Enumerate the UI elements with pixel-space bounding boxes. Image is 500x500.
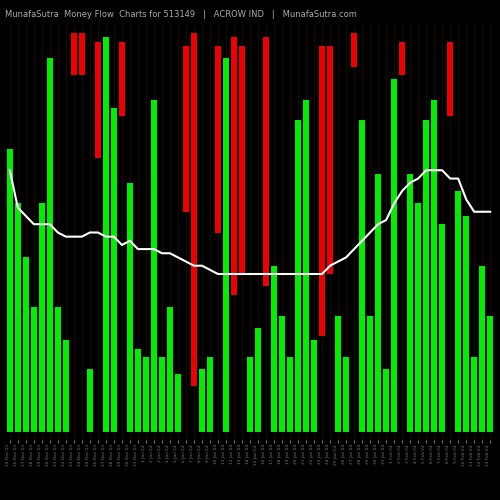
Bar [151, 100, 157, 431]
Bar [375, 174, 381, 432]
Bar [127, 182, 133, 432]
Bar [23, 258, 28, 432]
Bar [55, 307, 60, 432]
Bar [79, 34, 84, 75]
Bar [367, 316, 373, 432]
Bar [199, 370, 205, 432]
Bar [359, 120, 365, 432]
Bar [287, 357, 293, 432]
Bar [271, 266, 277, 432]
Bar [279, 316, 285, 432]
Bar [480, 266, 485, 432]
Bar [303, 100, 309, 431]
Bar [456, 191, 461, 432]
Bar [191, 34, 197, 386]
Bar [111, 108, 117, 432]
Bar [343, 357, 349, 432]
Bar [223, 58, 229, 432]
Bar [207, 357, 213, 432]
Bar [7, 150, 12, 432]
Bar [472, 357, 477, 432]
Bar [319, 46, 325, 336]
Bar [399, 42, 405, 75]
Bar [143, 357, 149, 432]
Bar [311, 340, 317, 432]
Bar [47, 58, 52, 432]
Bar [239, 46, 245, 274]
Bar [31, 307, 36, 432]
Bar [407, 174, 413, 432]
Bar [424, 120, 429, 432]
Bar [135, 348, 141, 432]
Bar [71, 34, 76, 75]
Bar [432, 100, 437, 431]
Bar [351, 34, 357, 66]
Bar [95, 42, 101, 158]
Bar [448, 42, 453, 117]
Bar [215, 46, 221, 232]
Bar [231, 38, 237, 294]
Bar [295, 120, 301, 432]
Bar [327, 46, 333, 274]
Text: MunafaSutra  Money Flow  Charts for 513149   |   ACROW IND   |   MunafaSutra.com: MunafaSutra Money Flow Charts for 513149… [5, 10, 357, 19]
Bar [247, 357, 253, 432]
Bar [335, 316, 341, 432]
Bar [488, 316, 493, 432]
Bar [167, 307, 173, 432]
Bar [183, 46, 189, 212]
Bar [119, 42, 125, 117]
Bar [159, 357, 165, 432]
Bar [255, 328, 261, 432]
Bar [15, 204, 20, 432]
Bar [175, 374, 181, 432]
Bar [87, 370, 93, 432]
Bar [391, 79, 397, 432]
Bar [383, 370, 389, 432]
Bar [440, 224, 445, 432]
Bar [103, 38, 109, 432]
Bar [464, 216, 469, 432]
Bar [416, 204, 421, 432]
Bar [39, 204, 44, 432]
Bar [263, 38, 269, 286]
Bar [63, 340, 68, 432]
